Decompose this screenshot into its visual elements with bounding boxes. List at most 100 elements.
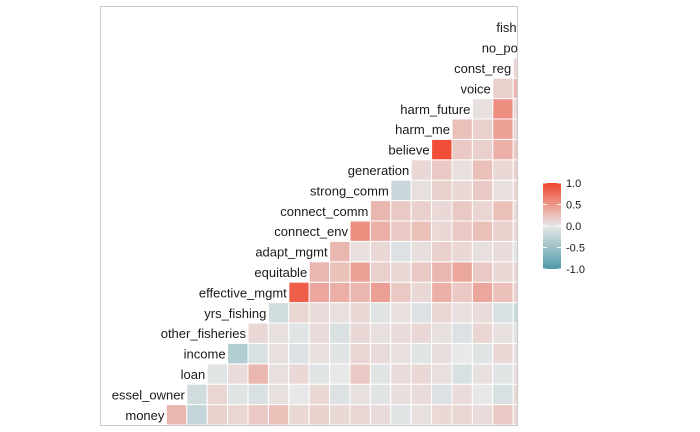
heatmap-cell-connect_env-voice — [471, 220, 494, 242]
heatmap-cell-equitable-const_reg — [492, 261, 514, 283]
heatmap-cell-harm_me-fishery_div — [534, 119, 554, 139]
heatmap-cell-income-const_reg — [492, 342, 514, 365]
heatmap-cell-equitable-voice — [471, 261, 494, 283]
heatmap-cell-loan-effective_mgmt — [267, 363, 290, 385]
legend-tick-label: -1.0 — [566, 264, 585, 276]
heatmap-cell-harm_future-const_reg — [492, 98, 514, 120]
heatmap-cell-vessel_owner-harm_me — [431, 383, 453, 406]
heatmap-cell-loan-no_point — [512, 363, 518, 385]
row-label-harm_future: harm_future — [400, 102, 470, 117]
heatmap-cell-yrs_fishing-no_point — [512, 302, 518, 324]
heatmap-cell-loan-yrs_fishing — [247, 363, 269, 385]
heatmap-cell-money-adapt_mgmt — [308, 404, 331, 426]
heatmap-cell-other_fisheries-strong_comm — [369, 322, 392, 344]
legend-tick-label: 1.0 — [566, 178, 581, 190]
heatmap-cell-connect_env-harm_me — [431, 220, 453, 242]
heatmap-cell-money-believe — [410, 404, 433, 426]
row-labels: money essel_owner loan income other_fisherie… — [112, 20, 552, 423]
heatmap-cell-harm_me-voice — [471, 118, 494, 140]
heatmap-cell-adapt_mgmt-harm_me — [431, 240, 453, 263]
row-label-believe: believe — [388, 143, 429, 158]
heatmap-cell-vessel_owner-const_reg — [492, 383, 514, 406]
heatmap-cell-yrs_fishing-believe — [410, 302, 433, 324]
heatmap-cell-connect_env-generation — [390, 220, 412, 242]
heatmap-cell-connect_env-no_point — [512, 220, 518, 242]
row-label-strong_comm: strong_comm — [310, 183, 389, 198]
row-label-fishery_div: fishery_di — [496, 20, 552, 35]
heatmap-cell-equitable-harm_me — [431, 261, 453, 283]
heatmap-cell-vessel_owner-connect_env — [329, 383, 351, 406]
heatmap-cell-harm_future-fishery_div — [534, 99, 554, 119]
heatmap-cell-income-harm_me — [431, 342, 453, 365]
heatmap-cell-equitable-believe — [410, 261, 433, 283]
heatmap-cell-equitable-connect_env — [329, 261, 351, 283]
heatmap-cell-generation-fishery_div — [534, 160, 554, 180]
heatmap-cell-money-equitable — [288, 404, 310, 426]
legend-tick-label: -0.5 — [566, 243, 585, 255]
heatmap-cell-other_fisheries-generation — [390, 322, 412, 344]
heatmap-cell-vessel_owner-harm_future — [451, 383, 473, 406]
heatmap-cell-believe-no_point — [512, 138, 518, 161]
heatmap-cell-income-connect_env — [329, 342, 351, 365]
heatmap-cell-voice-no_point — [512, 77, 518, 100]
heatmap-cell-income-connect_comm — [349, 342, 371, 365]
heatmap-cell-other_fisheries-voice — [471, 322, 494, 344]
row-label-income: income — [184, 347, 226, 362]
panel-border — [100, 6, 518, 426]
heatmap-cell-money-no_point — [512, 404, 518, 426]
heatmap-cell-money-other_fisheries — [227, 404, 249, 426]
heatmap-cell-connect_env-connect_comm — [349, 220, 371, 242]
heatmap-cell-money-const_reg — [492, 404, 514, 426]
row-label-voice: voice — [460, 81, 490, 96]
heatmap-cell-money-fishery_div — [534, 405, 554, 425]
row-label-const_reg: const_reg — [454, 61, 511, 76]
heatmap-cell-believe-voice — [471, 138, 494, 161]
heatmap-cell-adapt_mgmt-generation — [390, 240, 412, 263]
heatmap-cell-loan-believe — [410, 363, 433, 385]
heatmap-cell-connect_comm-no_point — [512, 200, 518, 222]
heatmap-cell-vessel_owner-income — [206, 383, 229, 406]
heatmap-cell-adapt_mgmt-strong_comm — [369, 240, 392, 263]
row-label-money: money — [125, 408, 165, 423]
legend-tick-label: 0.0 — [566, 221, 581, 233]
heatmap-cell-connect_comm-generation — [390, 200, 412, 222]
heatmap-cell-vessel_owner-strong_comm — [369, 383, 392, 406]
heatmap-cell-income-harm_future — [451, 342, 473, 365]
heatmap-cell-connect_env-strong_comm — [369, 220, 392, 242]
heatmap-cell-generation-harm_future — [451, 159, 473, 181]
heatmap-cell-believe-harm_me — [431, 138, 453, 161]
heatmap-cell-vessel_owner-generation — [390, 383, 412, 406]
heatmap-cell-income-other_fisheries — [227, 342, 249, 365]
legend-tick-label: 0.5 — [566, 200, 581, 212]
heatmap-cell-yrs_fishing-fishery_div — [534, 303, 554, 323]
legend-ticks: 1.0 0.5 0.0 -0.5 -1.0 — [543, 178, 585, 276]
heatmap-cell-money-harm_future — [451, 404, 473, 426]
heatmap-cell-connect_comm-believe — [410, 200, 433, 222]
heatmap-cell-believe-harm_future — [451, 138, 473, 161]
heatmap-cell-connect_env-const_reg — [492, 220, 514, 242]
heatmap-cell-income-no_point — [512, 342, 518, 365]
heatmap-cell-adapt_mgmt-no_point — [512, 240, 518, 263]
heatmap-cell-money-effective_mgmt — [267, 404, 290, 426]
heatmap-cell-yrs_fishing-harm_future — [451, 302, 473, 324]
heatmap-cell-strong_comm-believe — [410, 179, 433, 202]
row-label-connect_env: connect_env — [274, 224, 348, 239]
heatmap-cell-equitable-harm_future — [451, 261, 473, 283]
heatmap-cell-effective_mgmt-equitable — [288, 281, 310, 304]
row-label-harm_me: harm_me — [395, 122, 450, 137]
heatmap-cell-other_fisheries-connect_env — [329, 322, 351, 344]
heatmap-cell-loan-const_reg — [492, 363, 514, 385]
color-legend: 1.0 0.5 0.0 -0.5 -1.0 — [543, 178, 585, 276]
heatmap-cell-vessel_owner-adapt_mgmt — [308, 383, 331, 406]
heatmap-cell-yrs_fishing-adapt_mgmt — [308, 302, 331, 324]
heatmap-cell-strong_comm-generation — [390, 179, 412, 202]
heatmap-cell-vessel_owner-believe — [410, 383, 433, 406]
heatmap-cell-connect_comm-voice — [471, 200, 494, 222]
heatmap-cell-yrs_fishing-effective_mgmt — [267, 302, 290, 324]
heatmap-cell-effective_mgmt-strong_comm — [369, 281, 392, 304]
heatmap-cell-effective_mgmt-connect_comm — [349, 281, 371, 304]
heatmap-cell-other_fisheries-connect_comm — [349, 322, 371, 344]
heatmap-cell-const_reg-fishery_div — [534, 58, 554, 78]
heatmap-cell-money-generation — [390, 404, 412, 426]
